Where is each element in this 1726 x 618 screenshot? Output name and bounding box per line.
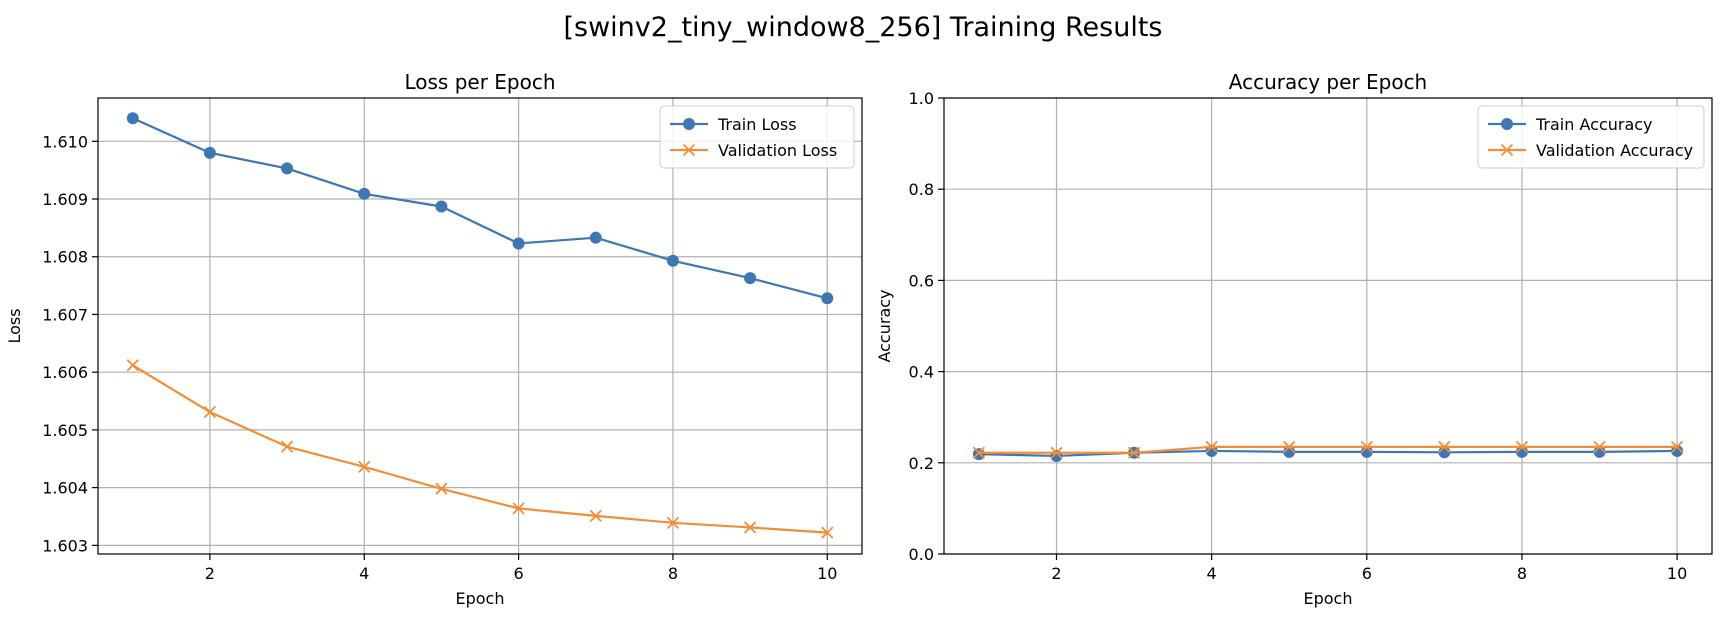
validation-loss-point	[358, 460, 371, 473]
validation-loss-point	[666, 516, 680, 529]
x-tick-label: 4	[1207, 564, 1217, 583]
chart-title: Loss per Epoch	[404, 70, 555, 94]
legend-marker	[1501, 118, 1513, 130]
x-tick-label: 10	[1667, 564, 1687, 583]
train-accuracy-point	[972, 448, 985, 461]
legend-label-train-accuracy: Train Accuracy	[1535, 115, 1653, 134]
legend: Train Accuracy Validation Accuracy	[1477, 105, 1705, 169]
y-tick-label: 1.610	[42, 132, 88, 151]
validation-loss-point	[280, 440, 294, 453]
validation-loss-point	[821, 526, 834, 539]
y-tick-label: 1.605	[42, 421, 88, 440]
train-accuracy-point	[1205, 444, 1218, 457]
figure-title: [swinv2_tiny_window8_256] Training Resul…	[563, 12, 1163, 43]
train-accuracy-point	[1671, 444, 1684, 457]
x-tick-label: 4	[359, 564, 369, 583]
y-tick-label: 1.607	[42, 305, 88, 324]
validation-accuracy-point	[1593, 440, 1606, 453]
x-axis-label: Epoch	[1304, 589, 1353, 608]
legend-label-validation-loss: Validation Loss	[718, 141, 837, 160]
validation-loss-point	[203, 405, 217, 419]
y-tick-label: 0.4	[909, 363, 934, 382]
loss-chart: 2 4 6 8 10 1.603 1.604 1.605 1.606 1.607 1.608 1.60…	[5, 70, 863, 608]
train-loss-point	[589, 231, 602, 244]
validation-accuracy-line	[978, 445, 1678, 454]
validation-accuracy-point	[1127, 446, 1141, 459]
train-loss-point	[126, 112, 139, 125]
x-tick-label: 6	[513, 564, 523, 583]
validation-loss-point	[126, 359, 139, 372]
validation-accuracy-point	[1050, 446, 1063, 459]
legend: Train Loss Validation Loss	[659, 105, 855, 169]
y-tick-label: 1.606	[42, 363, 88, 382]
x-tick-label: 2	[205, 564, 215, 583]
validation-loss-point	[435, 482, 448, 495]
y-tick-label: 1.603	[42, 536, 88, 555]
y-tick-label: 1.604	[42, 479, 88, 498]
y-tick-label: 0.2	[909, 454, 934, 473]
plot-frame	[943, 97, 1713, 555]
y-tick-label: 0.8	[909, 180, 934, 199]
x-axis-label: Epoch	[456, 589, 505, 608]
x-tick-label: 2	[1051, 564, 1061, 583]
train-loss-point	[281, 162, 294, 175]
train-loss-point	[358, 187, 371, 200]
train-loss-point	[666, 254, 679, 267]
y-tick-label: 1.608	[42, 248, 88, 267]
train-loss-point	[512, 237, 525, 250]
validation-accuracy-point	[1438, 440, 1451, 453]
train-loss-point	[203, 146, 216, 159]
legend-marker	[1500, 143, 1514, 157]
validation-loss-point	[743, 521, 757, 534]
accuracy-chart: 2 4 6 8 10 0.0 0.2 0.4 0.6 0.8 1.0 Accuracy per Epo…	[875, 70, 1713, 608]
validation-accuracy-point	[1670, 440, 1684, 453]
x-tick-label: 10	[817, 564, 837, 583]
validation-accuracy-point	[1515, 440, 1529, 453]
y-tick-label: 1.609	[42, 190, 88, 209]
legend-marker	[683, 118, 695, 130]
legend-box	[1477, 105, 1705, 169]
y-tick-label: 1.0	[909, 89, 934, 108]
legend-marker	[682, 143, 696, 157]
legend-label-train-loss: Train Loss	[717, 115, 797, 134]
validation-accuracy-point	[1360, 440, 1373, 453]
validation-loss-line	[132, 364, 828, 534]
x-tick-label: 8	[668, 564, 678, 583]
train-loss-point	[821, 292, 834, 305]
validation-loss-point	[512, 502, 525, 515]
train-loss-line	[132, 117, 828, 300]
train-loss-point	[744, 272, 757, 285]
validation-accuracy-point	[1283, 440, 1296, 453]
plot-frame	[97, 97, 863, 555]
train-accuracy-line	[978, 449, 1678, 458]
y-axis-label: Loss	[5, 308, 24, 343]
validation-loss-point	[589, 509, 602, 523]
validation-accuracy-point	[972, 446, 986, 459]
legend-label-validation-accuracy: Validation Accuracy	[1536, 141, 1693, 160]
train-loss-point	[435, 200, 448, 213]
y-tick-label: 0.0	[909, 545, 934, 564]
x-tick-label: 6	[1362, 564, 1372, 583]
legend-box	[659, 105, 855, 169]
chart-title: Accuracy per Epoch	[1229, 70, 1428, 94]
train-accuracy-point	[1438, 446, 1451, 459]
y-axis-label: Accuracy	[875, 289, 894, 362]
y-tick-label: 0.6	[909, 271, 934, 290]
validation-accuracy-point	[1205, 440, 1218, 453]
x-tick-label: 8	[1517, 564, 1527, 583]
